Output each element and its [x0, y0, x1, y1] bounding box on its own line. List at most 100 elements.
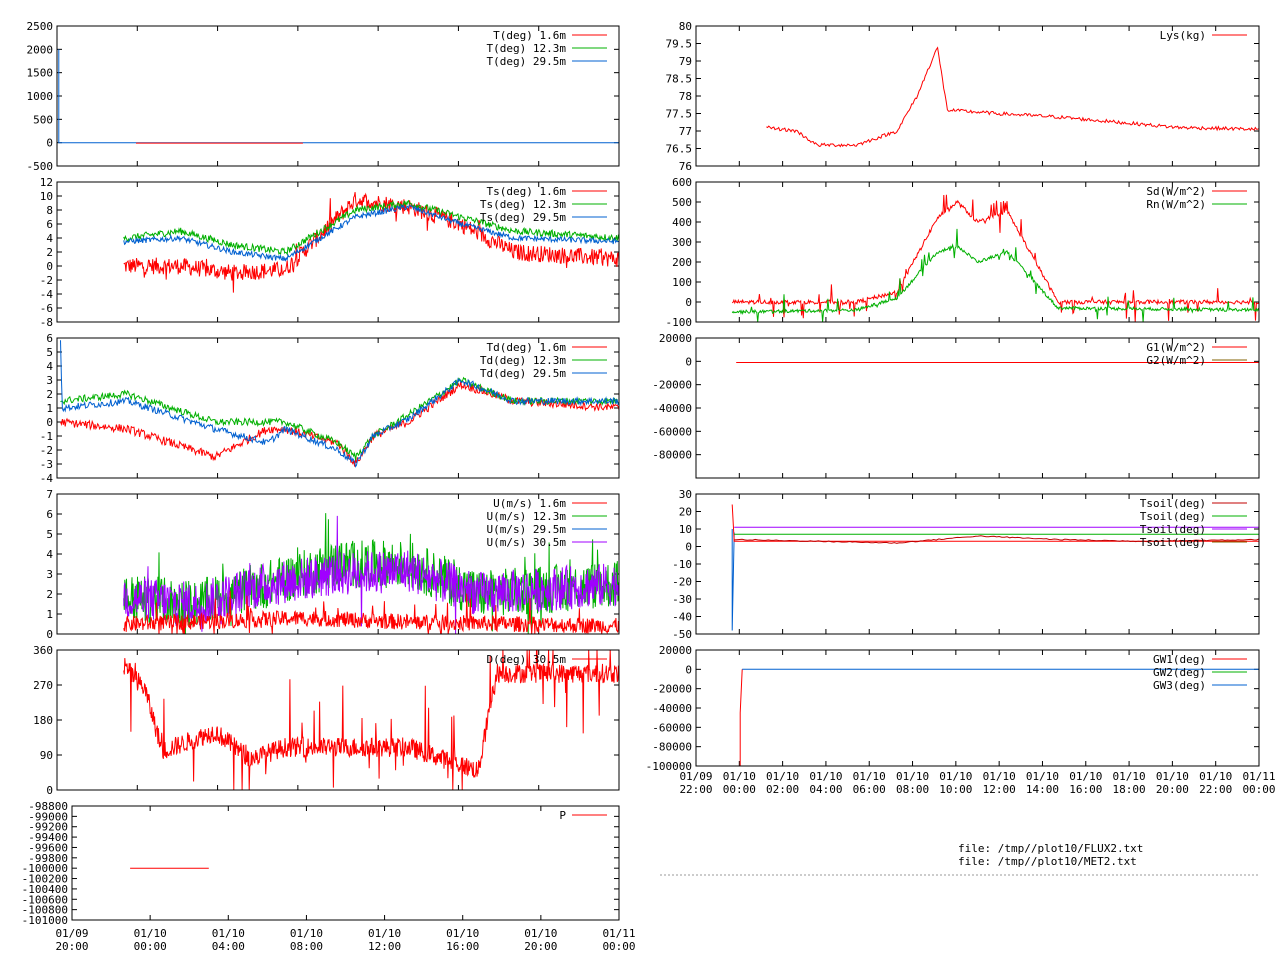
ytick-label: 3	[46, 568, 53, 581]
legend-label: Lys(kg)	[1160, 29, 1206, 42]
xtick-label-date: 01/10	[1113, 770, 1146, 783]
xtick-label-date: 01/10	[766, 770, 799, 783]
xtick-label-date: 01/09	[55, 927, 88, 940]
ytick-label: 77.5	[666, 108, 693, 121]
ytick-label: -100800	[22, 904, 68, 917]
ytick-label: -20000	[652, 379, 692, 392]
ytick-label: 20	[679, 506, 692, 519]
ytick-label: 6	[46, 332, 53, 345]
plot-frame	[56, 649, 620, 791]
xtick-label-date: 01/10	[290, 927, 323, 940]
ytick-label: 2	[46, 246, 53, 259]
plot-frame	[56, 181, 620, 323]
ytick-label: -20000	[652, 683, 692, 696]
ytick-label: -50	[672, 628, 692, 641]
xtick-label-time: 00:00	[134, 940, 167, 953]
ytick-label: 6	[46, 508, 53, 521]
ytick-label: -100000	[646, 760, 692, 773]
series-line	[731, 194, 1260, 322]
ytick-label: 300	[672, 236, 692, 249]
xtick-label-date: 01/10	[939, 770, 972, 783]
ytick-label: -101000	[22, 914, 68, 927]
ytick-label: 6	[46, 218, 53, 231]
ytick-label: 12	[40, 176, 53, 189]
xtick-label-date: 01/11	[1242, 770, 1275, 783]
legend-label: Tsoil(deg)	[1140, 523, 1206, 536]
ytick-label: 600	[672, 176, 692, 189]
ytick-label: 4	[46, 232, 53, 245]
ytick-label: -20	[672, 576, 692, 589]
series-line	[123, 204, 620, 262]
ytick-label: 0	[685, 355, 692, 368]
panel-R2: 600 500 400 300 200 100 0 -100 Sd(W/m^2)Rn(W/m^2…	[666, 176, 1260, 329]
ytick-label: 0	[685, 663, 692, 676]
ytick-label: -99800	[28, 852, 68, 865]
ytick-label: -100600	[22, 893, 68, 906]
ytick-label: 1	[46, 402, 53, 415]
ytick-label: 0	[46, 416, 53, 429]
ytick-label: 80	[679, 20, 692, 33]
xtick-label-time: 18:00	[1113, 783, 1146, 796]
series-line	[731, 504, 1259, 542]
xtick-label-date: 01/10	[134, 927, 167, 940]
ytick-label: -40000	[652, 702, 692, 715]
xtick-label-time: 10:00	[939, 783, 972, 796]
plot-frame	[695, 649, 1260, 767]
legend-label: U(m/s) 12.3m	[487, 510, 567, 523]
ytick-label: 20000	[659, 644, 692, 657]
ytick-label: -99600	[28, 841, 68, 854]
ytick-label: 100	[672, 276, 692, 289]
legend-label: Rn(W/m^2)	[1146, 198, 1206, 211]
xtick-label-time: 00:00	[1242, 783, 1275, 796]
ytick-label: 20000	[659, 332, 692, 345]
xtick-label-date: 01/10	[853, 770, 886, 783]
file-label-met: file: /tmp//plot10/MET2.txt	[958, 855, 1137, 868]
panel-R1: 80 79.5 79 78.5 78 77.5 77 76.5 76 Lys(kg)	[666, 20, 1260, 173]
ytick-label: 1	[46, 608, 53, 621]
ytick-label: 90	[40, 749, 53, 762]
ytick-label: 0	[46, 628, 53, 641]
legend-label: Td(deg) 29.5m	[480, 367, 566, 380]
xtick-label-time: 20:00	[524, 940, 557, 953]
ytick-label: 2000	[27, 43, 54, 56]
plot-frame	[695, 493, 1260, 635]
xtick-label-time: 00:00	[723, 783, 756, 796]
ytick-label: -4	[40, 288, 54, 301]
ytick-label: -99200	[28, 821, 68, 834]
xtick-label-time: 22:00	[679, 783, 712, 796]
plot-frame	[695, 337, 1260, 479]
ytick-label: -100200	[22, 873, 68, 886]
legend-label: T(deg) 12.3m	[487, 42, 567, 55]
series-line	[766, 46, 1260, 148]
ytick-label: -99000	[28, 810, 68, 823]
ytick-label: -2	[40, 444, 53, 457]
ytick-label: 500	[33, 113, 53, 126]
ytick-label: 78	[679, 90, 692, 103]
ytick-label: -8	[40, 316, 53, 329]
series-line	[731, 228, 1260, 323]
xtick-label-time: 02:00	[766, 783, 799, 796]
ytick-label: 77	[679, 125, 692, 138]
ytick-label: -98800	[28, 800, 68, 813]
ytick-label: 7	[46, 488, 53, 501]
xtick-label-date: 01/10	[809, 770, 842, 783]
plot-frame	[695, 25, 1260, 167]
ytick-label: 0	[685, 541, 692, 554]
xtick-label-time: 20:00	[1156, 783, 1189, 796]
ytick-label: -4	[40, 472, 54, 485]
ytick-label: -500	[27, 160, 54, 173]
xtick-label-time: 12:00	[983, 783, 1016, 796]
xtick-label-date: 01/10	[446, 927, 479, 940]
plot-frame	[56, 493, 620, 635]
ytick-label: 0	[685, 296, 692, 309]
ytick-label: -99400	[28, 831, 68, 844]
legend-label: Td(deg) 12.3m	[480, 354, 566, 367]
ytick-label: 5	[46, 528, 53, 541]
xtick-label-time: 16:00	[446, 940, 479, 953]
legend-label: Ts(deg) 29.5m	[480, 211, 566, 224]
ytick-label: 78.5	[666, 73, 693, 86]
ytick-label: -40000	[652, 402, 692, 415]
